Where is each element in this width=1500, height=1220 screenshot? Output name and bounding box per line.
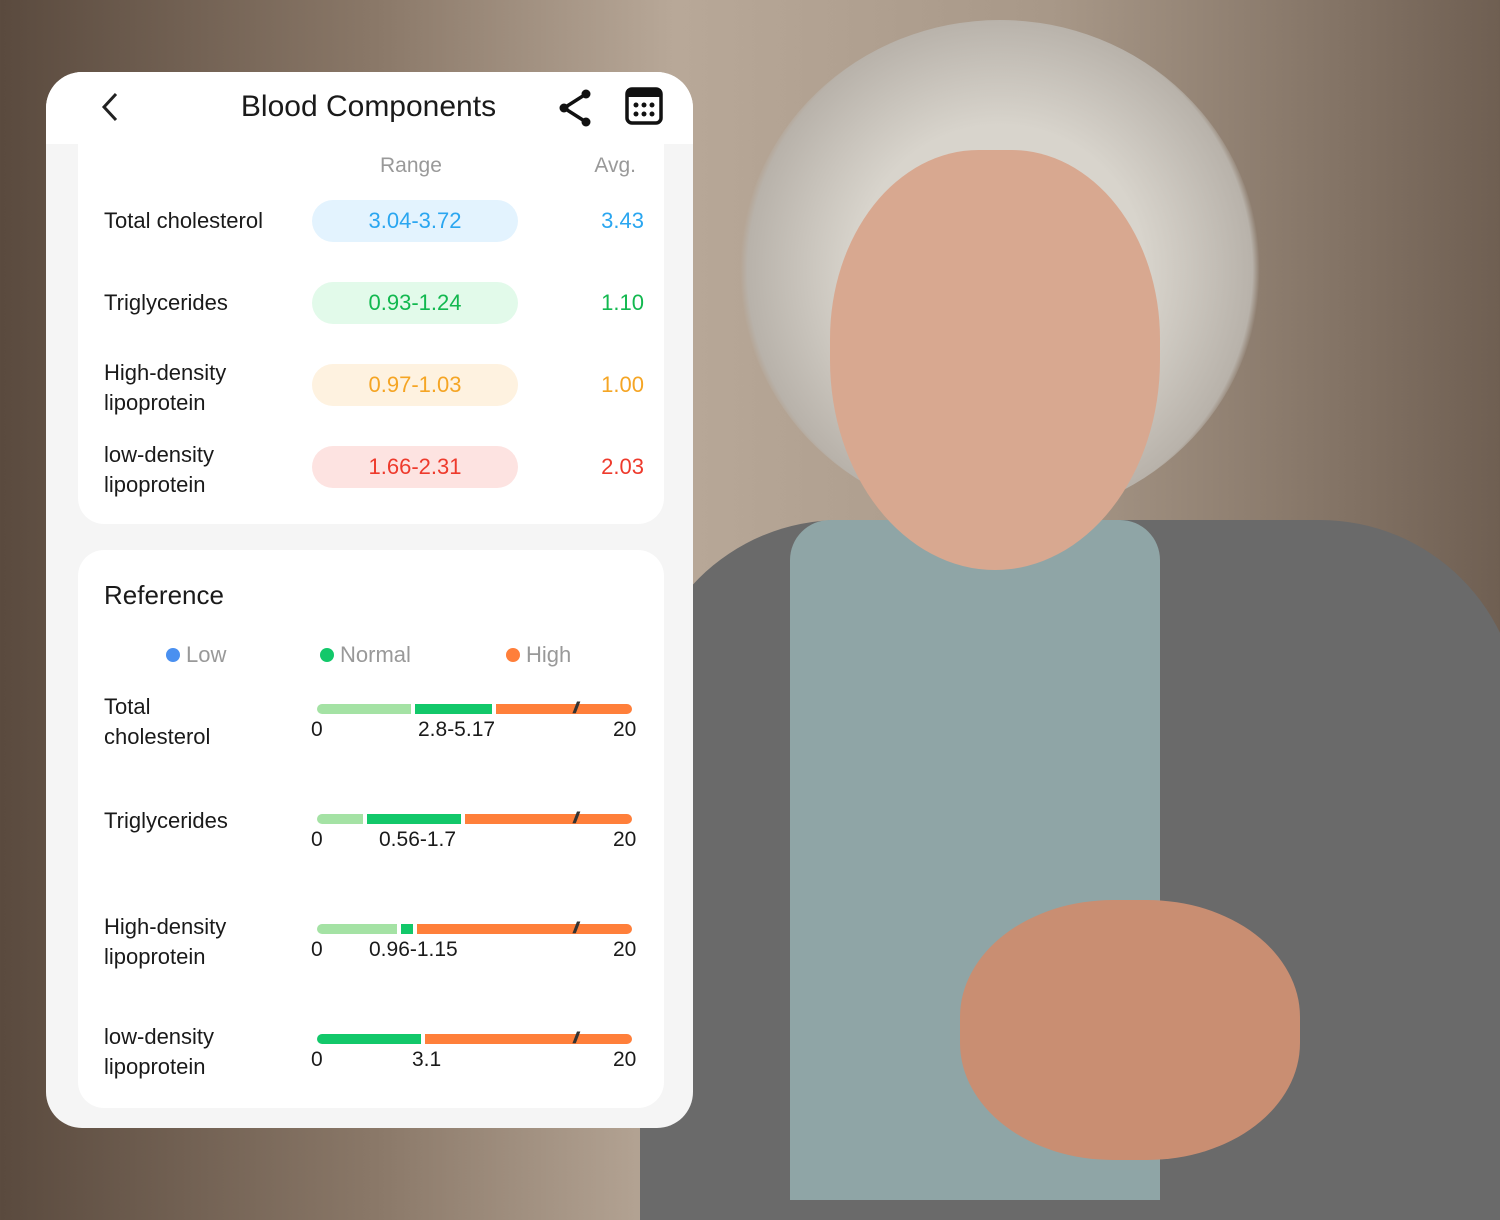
avg-value: 1.00 [601, 372, 644, 397]
min-tick: 0 [311, 718, 323, 741]
min-tick: 0 [311, 828, 323, 851]
range-header: Range [380, 154, 442, 177]
row-label: Triglycerides [104, 290, 228, 315]
bar-segment-high [425, 1034, 632, 1044]
row-label: Total cholesterol [104, 694, 211, 749]
reference-row: Triglycerides // 0 0.56-1.7 20 [78, 806, 664, 886]
normal-range-tick: 2.8-5.17 [418, 718, 496, 741]
max-tick: 20 [613, 828, 637, 851]
blood-components-card: Blood Components Range Avg. Total choles… [46, 72, 693, 1128]
row-label: low-density lipoprotein [104, 442, 215, 497]
legend-item-normal: Normal [320, 642, 411, 668]
bar-segment-normal [367, 814, 461, 824]
row-label: Total cholesterol [104, 208, 263, 233]
bar-segment-normal [401, 924, 413, 934]
normal-range-tick: 0.56-1.7 [379, 828, 457, 851]
reference-row: low-density lipoprotein // 0 3.1 20 [78, 1024, 664, 1106]
max-tick: 20 [613, 938, 637, 961]
summary-row[interactable]: Total cholesterol 3.04-3.72 3.43 [104, 200, 644, 260]
range-pill: 1.66-2.31 [312, 446, 518, 488]
range-bar: // [317, 1030, 632, 1047]
bar-segment-low [317, 704, 411, 714]
bar-segment-normal [415, 704, 492, 714]
page-title: Blood Components [240, 90, 497, 123]
min-tick: 0 [311, 1048, 323, 1071]
legend-dot-icon [506, 648, 520, 662]
calendar-icon [625, 87, 663, 125]
axis-break-mark: // [573, 1030, 579, 1047]
bar-segment-low [317, 924, 397, 934]
range-pill: 0.97-1.03 [312, 364, 518, 406]
legend-label: High [526, 642, 572, 667]
share-button[interactable] [556, 88, 596, 133]
bar-segment-normal [317, 1034, 421, 1044]
legend-item-high: High [506, 642, 571, 668]
reference-panel: Reference Low Normal High Total cholestero… [78, 550, 664, 1108]
bar-segment-high [496, 704, 632, 714]
range-bar: // [317, 920, 632, 937]
calendar-button[interactable] [624, 86, 664, 131]
bar-segment-high [417, 924, 632, 934]
legend-dot-icon [166, 648, 180, 662]
axis-break-mark: // [573, 920, 579, 937]
max-tick: 20 [613, 1048, 637, 1071]
avg-value: 3.43 [601, 208, 644, 233]
header: Blood Components [46, 72, 693, 144]
chevron-left-icon [101, 92, 118, 122]
min-tick: 0 [311, 938, 323, 961]
reference-row: Total cholesterol // 0 2.8-5.17 20 [78, 694, 664, 776]
legend-label: Normal [340, 642, 411, 667]
reference-row: High-density lipoprotein // 0 0.96-1.15 20 [78, 914, 664, 996]
axis-break-mark: // [573, 700, 579, 717]
row-label: Triglycerides [104, 808, 228, 833]
row-label: High-density lipoprotein [104, 914, 227, 969]
row-label: High-density lipoprotein [104, 360, 227, 415]
range-bar: // [317, 810, 632, 827]
summary-panel: Range Avg. Total cholesterol 3.04-3.72 3.4… [78, 144, 664, 524]
reference-title: Reference [104, 580, 224, 610]
avg-header: Avg. [594, 154, 636, 177]
range-pill: 3.04-3.72 [312, 200, 518, 242]
legend-item-low: Low [166, 642, 226, 668]
axis-break-mark: // [573, 810, 579, 827]
bar-segment-high [465, 814, 632, 824]
summary-row[interactable]: High-density lipoprotein 0.97-1.03 1.00 [104, 360, 644, 424]
legend-dot-icon [320, 648, 334, 662]
summary-row[interactable]: Triglycerides 0.93-1.24 1.10 [104, 282, 644, 342]
share-icon [559, 89, 591, 127]
range-bar: // [317, 700, 632, 717]
normal-range-tick: 3.1 [412, 1048, 442, 1071]
bar-segment-low [317, 814, 363, 824]
range-pill: 0.93-1.24 [312, 282, 518, 324]
row-label: low-density lipoprotein [104, 1024, 215, 1079]
avg-value: 2.03 [601, 454, 644, 479]
legend-label: Low [186, 642, 227, 667]
normal-range-tick: 0.96-1.15 [369, 938, 458, 961]
back-button[interactable] [98, 90, 122, 133]
max-tick: 20 [613, 718, 637, 741]
summary-row[interactable]: low-density lipoprotein 1.66-2.31 2.03 [104, 442, 644, 506]
avg-value: 1.10 [601, 290, 644, 315]
